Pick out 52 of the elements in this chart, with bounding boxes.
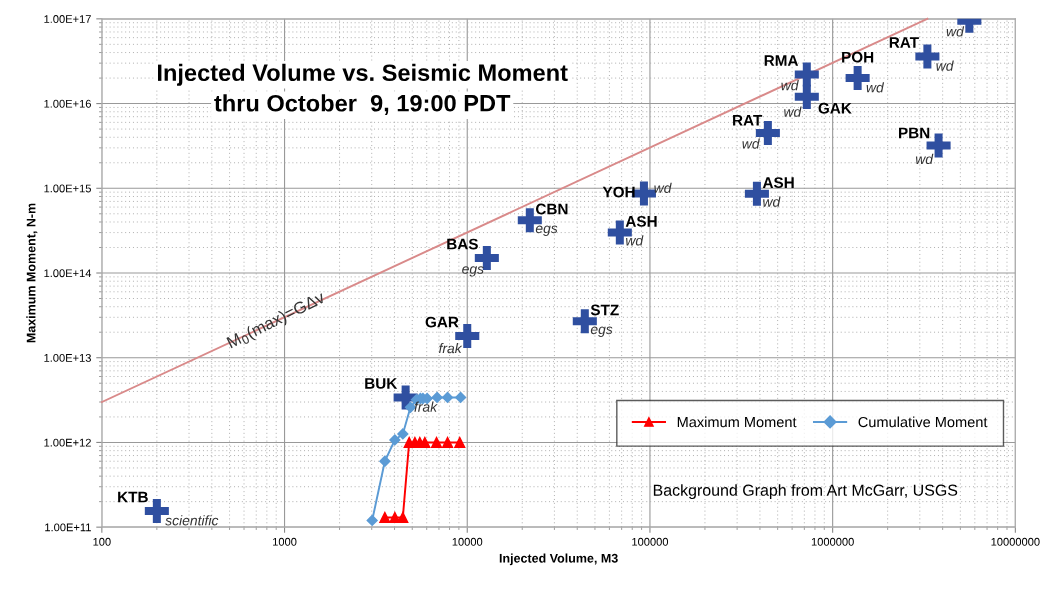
annotation: wd: [781, 80, 799, 91]
annotation: frak: [414, 401, 438, 412]
annotation: STZ: [590, 304, 619, 316]
x-axis-title: Injected Volume, M3: [499, 553, 618, 566]
x-tick-label: 10000000: [991, 537, 1040, 546]
annotation: Background Graph from Art McGarr, USGS: [653, 484, 958, 500]
y-tick-label: 1.00E+13: [44, 353, 91, 362]
annotation: BUK: [365, 378, 398, 389]
annotation: frak: [439, 343, 463, 354]
y-tick-label: 1.00E+15: [44, 184, 91, 193]
x-tick-label: 100000: [632, 537, 669, 546]
annotation: wd: [915, 153, 934, 165]
annotation: POH: [842, 51, 874, 63]
y-tick-label: 1.00E+11: [45, 523, 91, 532]
annotation: RMA: [764, 55, 799, 66]
annotation: wd: [742, 138, 760, 149]
annotation: GAR: [425, 316, 459, 328]
x-tick-label: 1000: [273, 537, 297, 546]
y-tick-label: 1.00E+14: [44, 269, 92, 278]
text: thru October 9, 19:00 PDT: [214, 94, 511, 116]
annotation: wd: [784, 106, 802, 117]
text: Injected Volume vs. Seismic Moment: [158, 63, 568, 86]
x-tick-label: 100: [93, 537, 111, 546]
annotation: GAK: [818, 102, 852, 114]
annotation: YOH: [602, 186, 635, 198]
annotation: wd: [866, 82, 885, 93]
annotation: PBN: [899, 127, 930, 139]
x-tick-label: 10000: [452, 537, 483, 546]
annotation: wd: [936, 60, 954, 71]
annotation: wd: [654, 182, 672, 193]
annotation: egs: [535, 225, 558, 236]
y-tick-label: 1.00E+12: [44, 438, 91, 447]
annotation: RAT: [889, 37, 919, 48]
y-tick-label: 1.00E+17: [44, 15, 91, 23]
y-tick-label: 1.00E+16: [44, 99, 91, 108]
annotation: wd: [626, 235, 644, 246]
annotation: BAS: [447, 238, 478, 250]
x-tick-label: 1000000: [811, 537, 854, 546]
annotation: KTB: [118, 491, 148, 503]
legend-label: Maximum Moment: [677, 416, 797, 428]
annotation: egs: [462, 266, 484, 277]
annotation: RAT: [733, 115, 763, 126]
annotation: ASH: [762, 177, 794, 189]
annotation: wd: [763, 196, 781, 207]
y-axis-title: Maximum Moment, N-m: [26, 203, 38, 343]
annotation: ASH: [625, 215, 657, 227]
annotation: scientific: [165, 515, 219, 526]
annotation: M$_{0}$(max)=GΔv: [226, 290, 328, 352]
annotation: egs: [590, 326, 613, 337]
annotation: wd: [946, 26, 965, 37]
legend-label: Cumulative Moment: [858, 416, 988, 428]
annotation: CBN: [535, 203, 568, 215]
